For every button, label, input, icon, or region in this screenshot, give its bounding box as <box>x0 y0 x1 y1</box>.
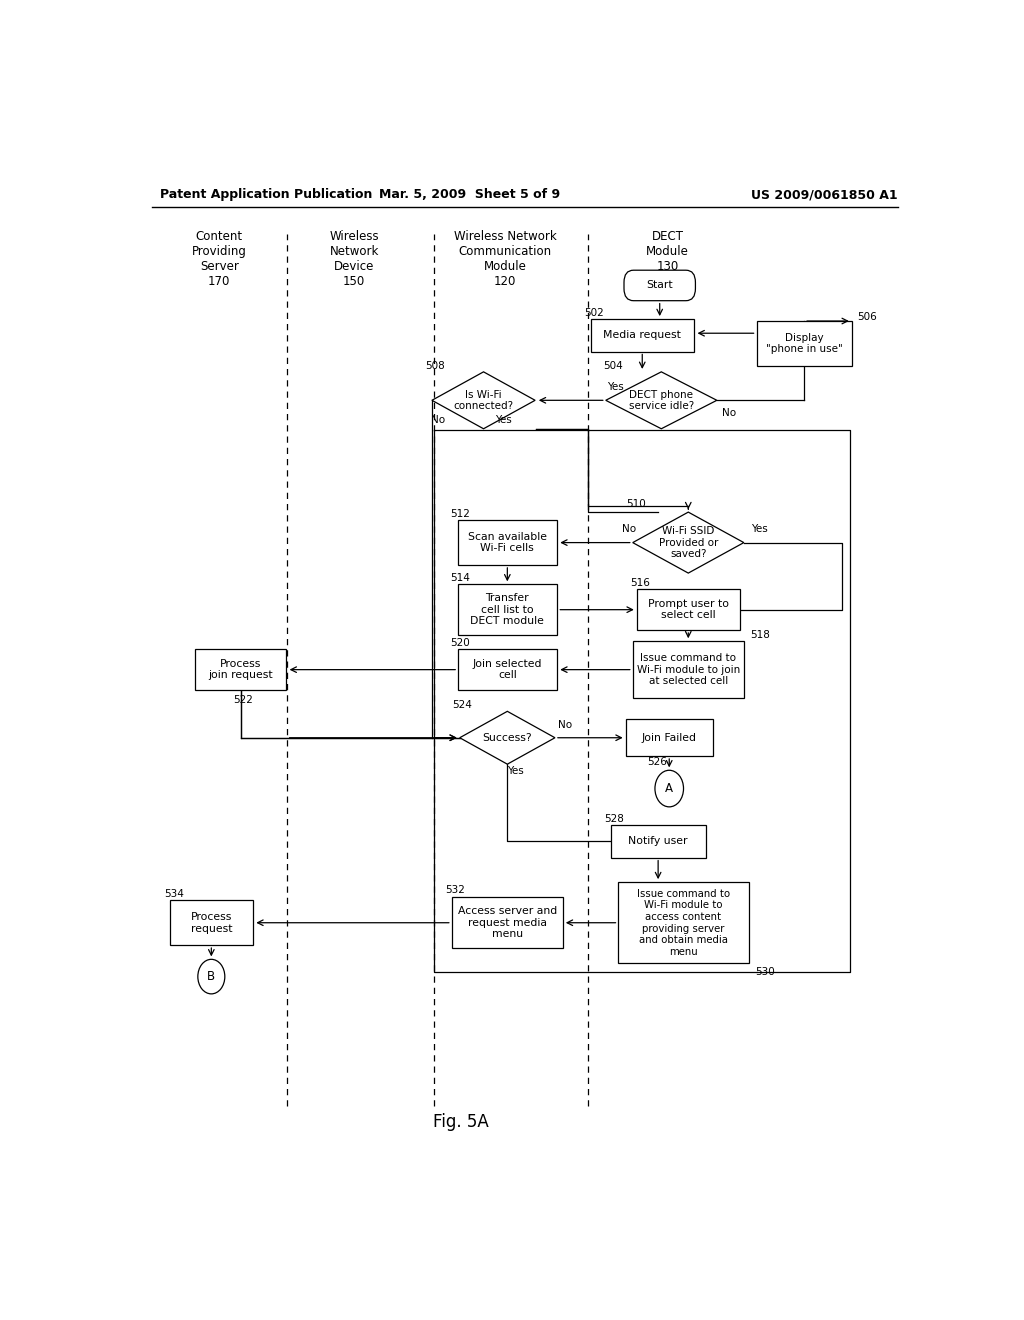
Polygon shape <box>460 711 555 764</box>
Polygon shape <box>606 372 717 429</box>
Text: 520: 520 <box>451 639 470 648</box>
Text: Join Failed: Join Failed <box>642 733 696 743</box>
Text: 526: 526 <box>647 758 667 767</box>
Text: No: No <box>622 524 636 535</box>
Text: 534: 534 <box>164 890 183 899</box>
Text: 518: 518 <box>751 630 770 640</box>
Text: Yes: Yes <box>751 524 768 535</box>
Text: DECT phone
service idle?: DECT phone service idle? <box>629 389 694 411</box>
Text: Issue command to
Wi-Fi module to
access content
providing server
and obtain medi: Issue command to Wi-Fi module to access … <box>637 888 730 957</box>
Bar <box>458 585 557 635</box>
Text: Process
join request: Process join request <box>208 659 273 680</box>
Text: No: No <box>431 414 445 425</box>
Bar <box>458 520 557 565</box>
Text: 528: 528 <box>604 814 624 824</box>
Text: Start: Start <box>646 280 673 290</box>
Bar <box>170 900 253 945</box>
Text: 508: 508 <box>426 360 445 371</box>
Text: Prompt user to
select cell: Prompt user to select cell <box>648 599 729 620</box>
Polygon shape <box>432 372 536 429</box>
Text: Content
Providing
Server
170: Content Providing Server 170 <box>191 230 247 288</box>
Circle shape <box>655 771 684 807</box>
Text: 532: 532 <box>445 886 465 895</box>
Text: 530: 530 <box>755 966 775 977</box>
Text: Success?: Success? <box>482 733 532 743</box>
Text: 524: 524 <box>452 700 472 710</box>
Text: 502: 502 <box>585 308 604 318</box>
Bar <box>610 825 706 858</box>
Text: 514: 514 <box>451 573 470 583</box>
Text: A: A <box>666 781 673 795</box>
Text: 522: 522 <box>232 696 253 705</box>
Text: 510: 510 <box>627 499 646 510</box>
Text: Mar. 5, 2009  Sheet 5 of 9: Mar. 5, 2009 Sheet 5 of 9 <box>379 189 560 202</box>
Text: DECT
Module
130: DECT Module 130 <box>646 230 689 272</box>
Bar <box>633 642 743 698</box>
Text: 516: 516 <box>631 578 650 589</box>
Text: 504: 504 <box>603 360 624 371</box>
Text: 506: 506 <box>857 312 878 322</box>
Text: Fig. 5A: Fig. 5A <box>433 1113 489 1131</box>
Bar <box>591 319 694 351</box>
Text: Process
request: Process request <box>190 912 232 933</box>
Text: Display
"phone in use": Display "phone in use" <box>766 333 843 354</box>
Text: Access server and
request media
menu: Access server and request media menu <box>458 906 557 940</box>
Bar <box>618 882 749 964</box>
Text: US 2009/0061850 A1: US 2009/0061850 A1 <box>752 189 898 202</box>
Text: Patent Application Publication: Patent Application Publication <box>160 189 372 202</box>
Bar <box>637 589 740 630</box>
Text: Scan available
Wi-Fi cells: Scan available Wi-Fi cells <box>468 532 547 553</box>
Text: Yes: Yes <box>496 414 512 425</box>
Polygon shape <box>633 512 743 573</box>
Bar <box>452 898 563 948</box>
FancyBboxPatch shape <box>624 271 695 301</box>
Text: B: B <box>207 970 215 983</box>
Text: Wi-Fi SSID
Provided or
saved?: Wi-Fi SSID Provided or saved? <box>658 525 718 560</box>
Text: Issue command to
Wi-Fi module to join
at selected cell: Issue command to Wi-Fi module to join at… <box>637 653 740 686</box>
Text: No: No <box>558 719 572 730</box>
Text: Notify user: Notify user <box>629 837 688 846</box>
Bar <box>757 321 852 366</box>
Text: Yes: Yes <box>507 766 524 776</box>
Text: No: No <box>722 408 735 418</box>
Text: Join selected
cell: Join selected cell <box>473 659 542 680</box>
Text: Media request: Media request <box>603 330 681 341</box>
Bar <box>458 649 557 690</box>
Text: Yes: Yes <box>607 383 624 392</box>
Bar <box>195 649 287 690</box>
Circle shape <box>198 960 225 994</box>
Bar <box>626 719 713 756</box>
Text: Wireless
Network
Device
150: Wireless Network Device 150 <box>330 230 379 288</box>
Text: 512: 512 <box>451 510 470 519</box>
Text: Wireless Network
Communication
Module
120: Wireless Network Communication Module 12… <box>454 230 556 288</box>
Text: Transfer
cell list to
DECT module: Transfer cell list to DECT module <box>470 593 545 626</box>
Text: Is Wi-Fi
connected?: Is Wi-Fi connected? <box>454 389 514 411</box>
